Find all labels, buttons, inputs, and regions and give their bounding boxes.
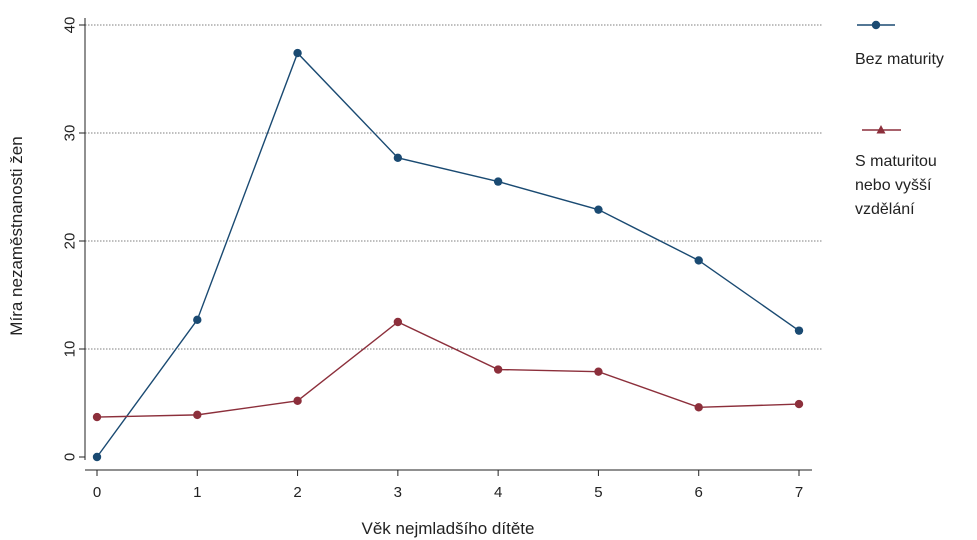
data-point [493,365,503,374]
x-tick-label: 0 [93,484,101,501]
data-point [92,452,102,462]
data-point [193,410,202,420]
y-tick-label: 10 [62,341,79,358]
legend-marker-circle [871,20,881,30]
x-tick-label: 4 [494,484,502,501]
data-point [794,326,804,335]
y-tick-label: 0 [62,453,79,461]
data-point [293,48,302,58]
ticks: 0 10 20 30 40 0 1 2 3 4 5 6 7 [62,17,804,501]
x-tick-label: 3 [394,484,402,501]
data-point [594,367,603,376]
legend-entry-1: Bez maturity [855,20,944,68]
legend-entry-2: S maturitou nebo vyšší vzdělání [855,125,937,218]
y-tick-label: 40 [62,17,79,34]
data-point [694,256,703,265]
data-point [794,399,804,409]
series-line [96,51,800,458]
data-point [193,315,202,325]
series-line [96,321,800,418]
legend-label: vzdělání [855,201,915,218]
y-tick-label: 20 [62,233,79,250]
data-point [694,403,703,412]
x-tick-label: 7 [795,484,803,501]
x-tick-label: 1 [193,484,201,501]
x-tick-label: 6 [695,484,703,501]
data-point [493,177,503,186]
data-point [393,317,403,327]
legend: Bez maturity S maturitou nebo vyšší vzdělán… [855,20,944,218]
legend-label: S maturitou [855,153,937,170]
y-tick-label: 30 [62,125,79,142]
series-1 [92,48,804,462]
legend-marker-triangle [876,125,886,134]
legend-label: nebo vyšší [855,177,932,194]
y-axis-title: Míra nezaměstnanosti žen [7,136,26,335]
grid-lines [85,24,822,350]
data-point [594,205,603,214]
x-axis-title: Věk nejmladšího dítěte [362,519,535,538]
x-tick-label: 2 [293,484,301,501]
data-point [293,396,302,406]
series-2 [92,317,804,422]
x-tick-label: 5 [594,484,602,501]
axes [84,18,812,471]
data-point [92,412,102,422]
data-point [393,153,403,163]
legend-label: Bez maturity [855,51,944,68]
series [92,48,804,462]
